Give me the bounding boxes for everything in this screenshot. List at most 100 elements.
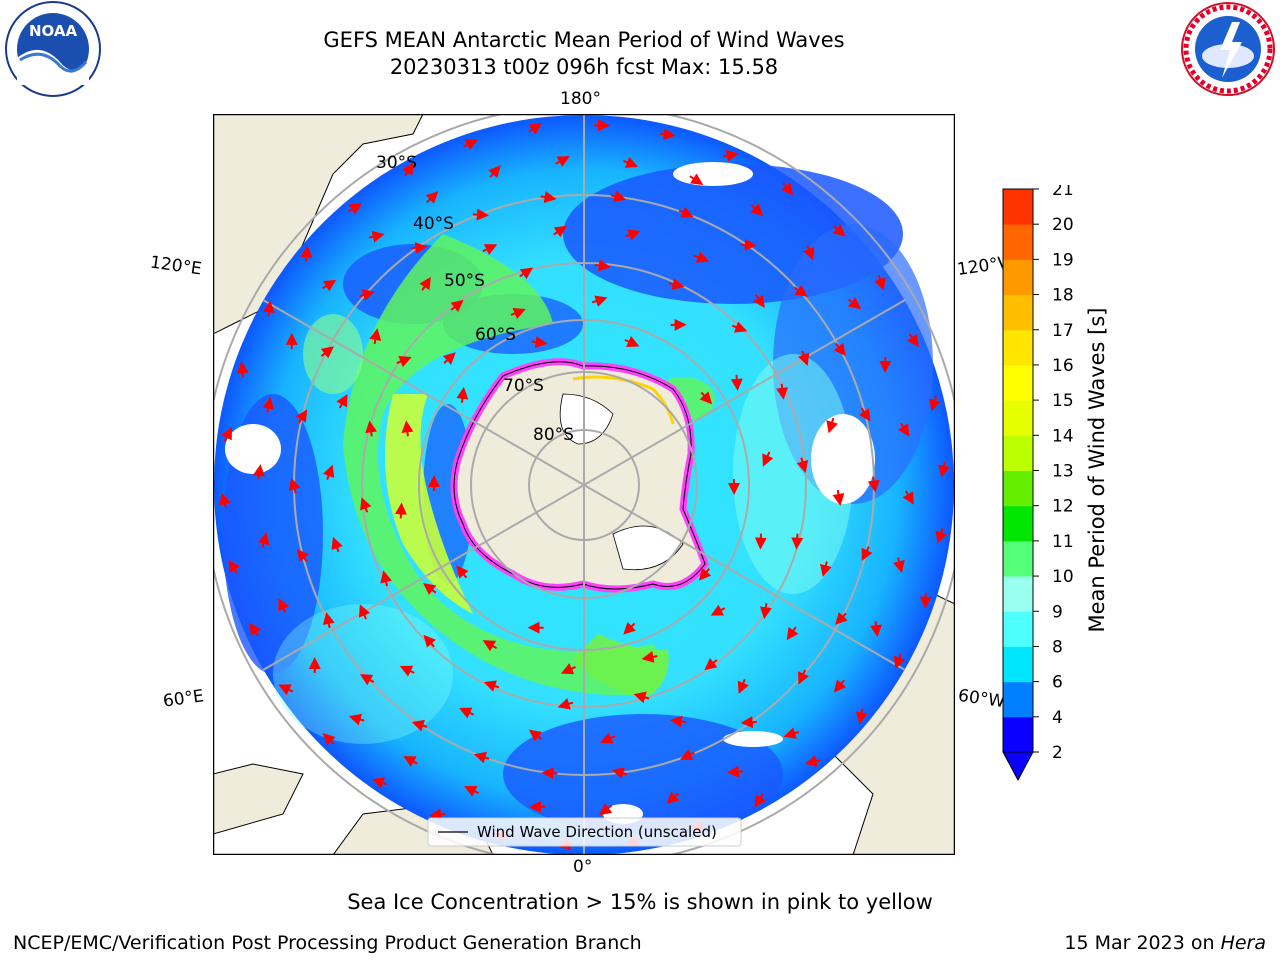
colorbar-block [1003,716,1033,753]
wind-wave-arrow [371,777,388,789]
wind-wave-arrow [699,391,713,405]
wind-wave-arrow [740,716,757,729]
wind-wave-arrow [403,756,418,768]
colorbar-tick-label: 6 [1052,673,1063,693]
wind-wave-arrow [753,294,765,308]
wind-wave-arrow [776,383,789,400]
colorbar: 2 4 6 8 9 10 11 12 13 14 15 16 17 18 19 20 21 [1002,185,1074,782]
colorbar-tick-label: 2 [1052,743,1063,763]
colorbar-block [1003,364,1033,401]
colorbar-block [1003,435,1033,471]
wind-wave-arrow [555,156,570,168]
wind-wave-arrow [659,128,676,141]
legend-label: Wind Wave Direction (unscaled) [477,823,717,841]
wind-wave-arrow [622,156,639,168]
wind-wave-arrow [296,549,309,563]
colorbar-tick-label: 16 [1052,356,1074,376]
wind-wave-arrow [625,229,641,241]
lon-label-120e: 120°E [148,252,203,280]
wind-wave-arrow [262,396,275,413]
wind-wave-arrow [252,464,265,481]
wind-wave-arrow [560,663,576,675]
wind-wave-arrow [419,276,431,291]
wind-wave-arrow [833,342,846,356]
wind-wave-arrow [442,352,456,365]
colorbar-block [1003,224,1033,260]
colorbar-tick-label: 21 [1052,185,1074,200]
wind-wave-arrow [472,208,489,221]
wind-wave-arrow [488,165,501,179]
wind-wave-arrows [219,119,950,851]
wind-wave-arrow [402,162,414,177]
wind-wave-arrow [919,592,932,609]
colorbar-block [1003,540,1033,577]
wind-wave-arrow [320,346,334,359]
colorbar-tick-label: 20 [1052,215,1074,235]
wind-wave-arrow [423,582,437,596]
wind-wave-arrow [295,409,308,424]
colorbar-tick-label: 19 [1052,250,1074,270]
colorbar-block [1003,681,1033,718]
wind-wave-arrow [399,665,415,677]
wind-wave-arrow [861,546,873,562]
sea-ice-note: Sea Ice Concentration > 15% is shown in … [347,890,933,914]
colorbar-label: Mean Period of Wind Waves [s] [1085,307,1109,633]
wind-wave-arrow [780,182,794,196]
wind-wave-arrow [666,791,680,804]
wind-wave-arrow [528,122,542,135]
colorbar-block [1003,259,1033,296]
colorbar-block [1003,505,1033,542]
wind-wave-arrow [482,244,498,255]
footer-date-text: 15 Mar 2023 on [1064,932,1221,954]
noaa-logo: NOAA [5,1,101,97]
wind-wave-arrow [704,657,718,671]
colorbar-tick-label: 18 [1052,286,1074,306]
wind-wave-arrow [870,621,882,638]
wind-wave-arrow [369,328,382,345]
wind-wave-arrow [228,559,240,574]
nws-logo [1181,2,1275,96]
wind-wave-arrow [874,275,886,291]
wind-wave-arrow [737,678,749,694]
lon-label-0: 0° [573,857,593,877]
wind-wave-arrow [832,224,846,237]
wind-wave-arrow [553,225,567,238]
wind-wave-arrow [726,765,743,778]
wind-wave-arrow [300,245,313,262]
colorbar-block [1003,189,1033,225]
colorbar-tick-label: 10 [1052,567,1074,587]
wind-wave-arrow [380,570,392,587]
wind-wave-arrow [820,561,832,578]
wind-wave-arrow [786,626,799,641]
wind-wave-arrow [450,299,464,313]
wind-wave-arrow [368,230,385,243]
wind-wave-arrow [482,640,498,652]
wind-wave-arrow [803,245,815,261]
wind-wave-arrow [832,489,845,506]
wind-wave-arrow [893,653,906,670]
wind-wave-arrow [754,793,766,808]
wind-wave-arrow [722,149,739,162]
wind-wave-arrow [678,206,694,218]
wind-wave-arrow [396,355,412,368]
wind-wave-arrow [826,417,838,434]
wind-wave-arrow [668,278,685,291]
wind-wave-arrow [278,597,290,613]
wind-wave-arrow [288,477,301,494]
wind-wave-arrow [336,393,348,409]
wind-wave-arrow [401,420,414,437]
colorbar-block [1003,470,1033,507]
colorbar-block [1003,329,1033,366]
wind-wave-arrow [249,622,262,637]
lat-label-50s: 50°S [444,271,485,291]
wind-wave-arrow [796,457,809,474]
wind-wave-arrow [528,729,543,742]
wind-wave-arrow [557,698,574,710]
wind-wave-arrow [907,333,919,348]
wind-wave-arrow [348,713,365,726]
wind-wave-arrow [331,536,343,553]
noaa-logo-text: NOAA [29,22,78,40]
colorbar-tick-label: 11 [1052,532,1074,552]
wind-wave-arrow [935,528,947,544]
wind-wave-arrow [623,621,636,635]
